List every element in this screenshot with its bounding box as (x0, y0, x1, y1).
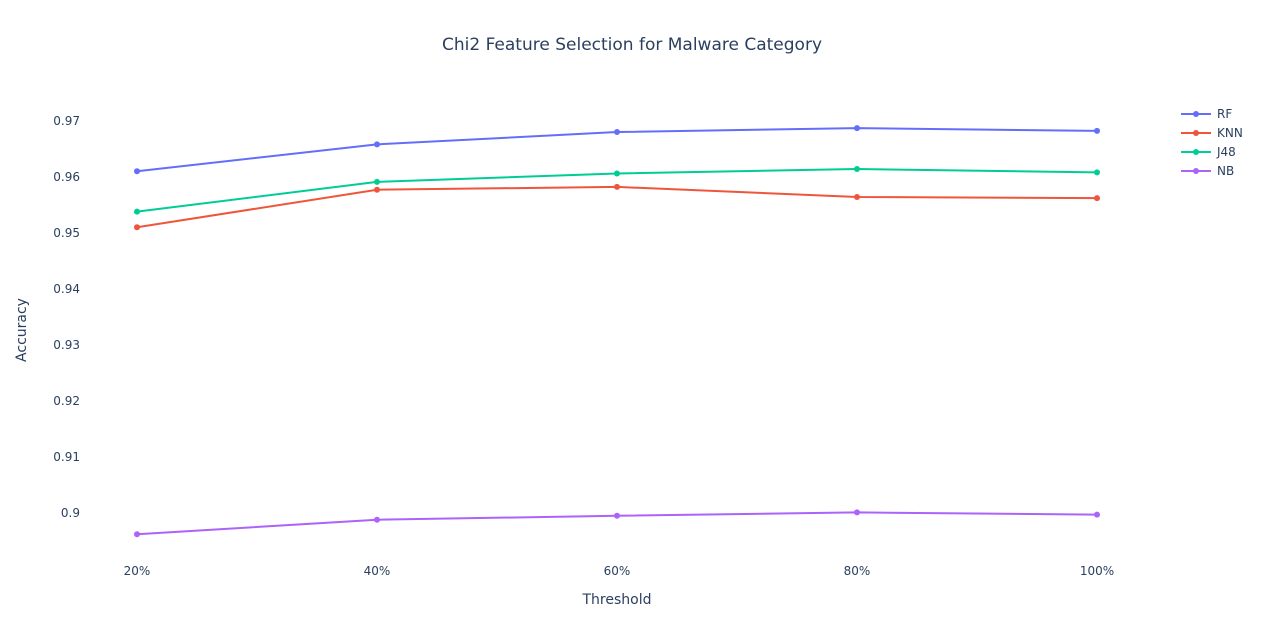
x-tick-label: 40% (364, 564, 391, 578)
y-tick-label: 0.92 (53, 394, 80, 408)
x-tick-label: 80% (844, 564, 871, 578)
data-point-knn (374, 186, 380, 193)
legend-item-knn[interactable]: KNN (1181, 126, 1243, 140)
y-axis-ticks: 0.9 0.91 0.92 0.93 0.94 0.95 0.96 0.97 (53, 114, 80, 520)
legend-label: RF (1217, 107, 1232, 121)
data-point-knn (854, 194, 860, 201)
data-point-j48 (614, 170, 620, 177)
x-tick-label: 100% (1080, 564, 1114, 578)
chart-title: Chi2 Feature Selection for Malware Categ… (442, 35, 822, 55)
x-axis-ticks: 20% 40% 60% 80% 100% (124, 564, 1114, 578)
data-point-rf (374, 141, 380, 148)
data-point-knn (614, 183, 620, 190)
legend-label: KNN (1217, 126, 1243, 140)
y-tick-label: 0.96 (53, 170, 80, 184)
y-tick-label: 0.95 (53, 226, 80, 240)
data-point-j48 (1094, 169, 1100, 176)
data-point-j48 (374, 178, 380, 185)
y-tick-label: 0.97 (53, 114, 80, 128)
y-tick-label: 0.93 (53, 338, 80, 352)
data-point-nb (1094, 511, 1100, 518)
legend-item-rf[interactable]: RF (1181, 107, 1232, 121)
series-lines (134, 125, 1100, 538)
x-axis-title: Threshold (582, 592, 652, 608)
y-tick-label: 0.9 (61, 506, 80, 520)
legend-marker (1193, 149, 1199, 155)
y-tick-label: 0.91 (53, 450, 80, 464)
data-point-nb (854, 509, 860, 516)
data-point-rf (134, 168, 140, 175)
data-point-nb (614, 512, 620, 519)
y-axis-title: Accuracy (14, 298, 30, 362)
legend-item-nb[interactable]: NB (1181, 164, 1234, 178)
legend-marker (1193, 168, 1199, 174)
data-point-nb (134, 531, 140, 538)
legend-marker (1193, 130, 1199, 136)
y-tick-label: 0.94 (53, 282, 80, 296)
data-point-knn (1094, 195, 1100, 202)
legend-item-j48[interactable]: J48 (1181, 145, 1236, 159)
data-point-rf (614, 129, 620, 136)
data-point-rf (854, 125, 860, 132)
legend-label: NB (1217, 164, 1234, 178)
data-point-nb (374, 516, 380, 523)
x-tick-label: 60% (604, 564, 631, 578)
x-tick-label: 20% (124, 564, 151, 578)
data-point-rf (1094, 127, 1100, 134)
data-point-knn (134, 224, 140, 231)
data-point-j48 (854, 165, 860, 172)
legend-marker (1193, 111, 1199, 117)
data-point-j48 (134, 208, 140, 215)
legend-label: J48 (1216, 145, 1236, 159)
legend[interactable]: RF KNN J48 NB (1181, 107, 1243, 178)
